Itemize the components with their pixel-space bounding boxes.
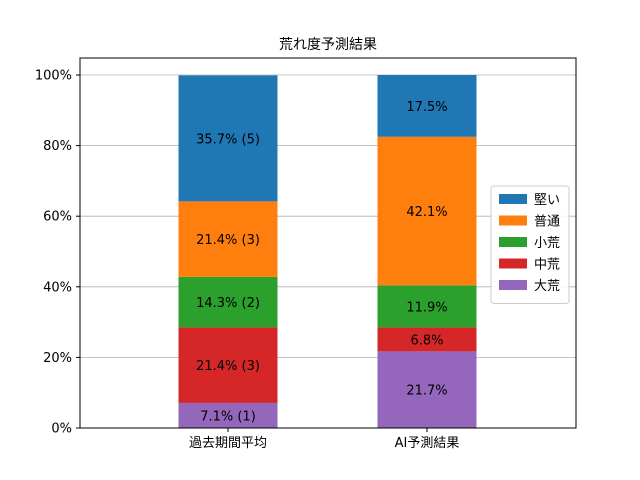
x-tick-label: 過去期間平均 [189,436,267,451]
y-tick-label: 20% [43,351,72,366]
bar-segment [178,276,278,328]
y-tick-label: 80% [43,139,72,154]
legend-swatch [499,258,527,269]
legend-label: 小荒 [534,236,560,251]
legend-swatch [499,237,527,247]
bar-value-label: 11.9% [406,300,447,315]
y-tick-label: 0% [51,422,72,437]
bar-value-label: 14.3% (2) [196,296,260,311]
bar-segment [377,327,477,352]
legend-swatch [499,215,527,226]
bar-value-label: 21.7% [406,384,447,399]
bar-value-label: 21.4% (3) [196,359,260,374]
x-tick-label: AI予測結果 [395,436,460,451]
bar-segment [377,285,477,328]
legend-label: 中荒 [534,258,560,273]
legend-swatch [499,280,527,290]
y-tick-label: 100% [35,69,72,84]
y-tick-label: 60% [43,210,72,225]
bar-segment [377,351,477,428]
legend-label: 普通 [534,215,560,230]
bar-segment [178,327,278,403]
bar-value-labels: 7.1% (1) 21.7% 21.4% (3) 6.8% 14.3% (2) 11.9%… [196,100,448,425]
chart-title: 荒れ度予測結果 [279,37,377,53]
bar-value-label: 42.1% [406,205,447,220]
bars [178,75,477,428]
bar-value-label: 35.7% (5) [196,132,260,147]
bar-value-label: 6.8% [410,333,443,348]
bar-segment [178,402,278,428]
legend-swatch [499,194,527,204]
bar-segment [377,75,477,137]
y-tick-label: 40% [43,280,72,295]
bar-value-label: 17.5% [406,100,447,115]
bar-segment [178,75,278,202]
plot-area-frame [79,57,577,429]
axes: 0% 20% 40% 60% 80% 100% 過去期間平均 AI予測結果 [35,69,460,452]
bar-value-label: 21.4% (3) [196,233,260,248]
bar-value-label: 7.1% (1) [200,409,256,424]
legend-label: 大荒 [534,279,560,294]
bar-segment [178,201,278,277]
legend-label: 堅い [534,193,560,208]
bar-segment [377,136,477,286]
legend-box [490,185,570,304]
